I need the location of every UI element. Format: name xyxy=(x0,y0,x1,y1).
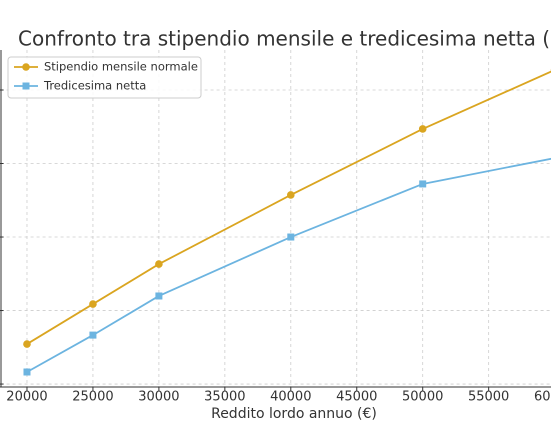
x-tick-label: 55000 xyxy=(468,390,509,405)
series-line xyxy=(26,70,551,345)
marker xyxy=(89,331,97,339)
x-tick-label: 40000 xyxy=(270,390,311,405)
legend-marker xyxy=(22,63,30,71)
marker xyxy=(89,300,97,308)
marker xyxy=(418,125,427,133)
x-tick-label: 25000 xyxy=(72,390,113,405)
series-line xyxy=(26,157,551,373)
legend-marker xyxy=(22,82,30,90)
legend-label: Tredicesima netta xyxy=(43,79,146,93)
marker xyxy=(155,260,163,268)
legend-box xyxy=(7,56,202,99)
marker xyxy=(419,180,427,188)
x-tick-label: 30000 xyxy=(138,390,179,405)
x-tick-label: 20000 xyxy=(6,390,47,405)
marker xyxy=(23,340,31,348)
marker xyxy=(155,292,163,300)
chart-title: Confronto tra stipendio mensile e tredic… xyxy=(18,27,551,51)
marker xyxy=(287,233,295,241)
x-tick-label: 45000 xyxy=(336,390,377,405)
marker xyxy=(23,368,31,376)
x-tick-label: 35000 xyxy=(204,390,245,405)
x-axis-label: Reddito lordo annuo (€) xyxy=(211,406,377,422)
legend-label: Stipendio mensile normale xyxy=(44,60,198,74)
x-tick-label: 50000 xyxy=(402,390,443,405)
marker xyxy=(287,191,295,199)
x-tick-label: 60000 xyxy=(534,390,551,405)
legend: Stipendio mensile normale Tredicesima net… xyxy=(7,56,202,99)
